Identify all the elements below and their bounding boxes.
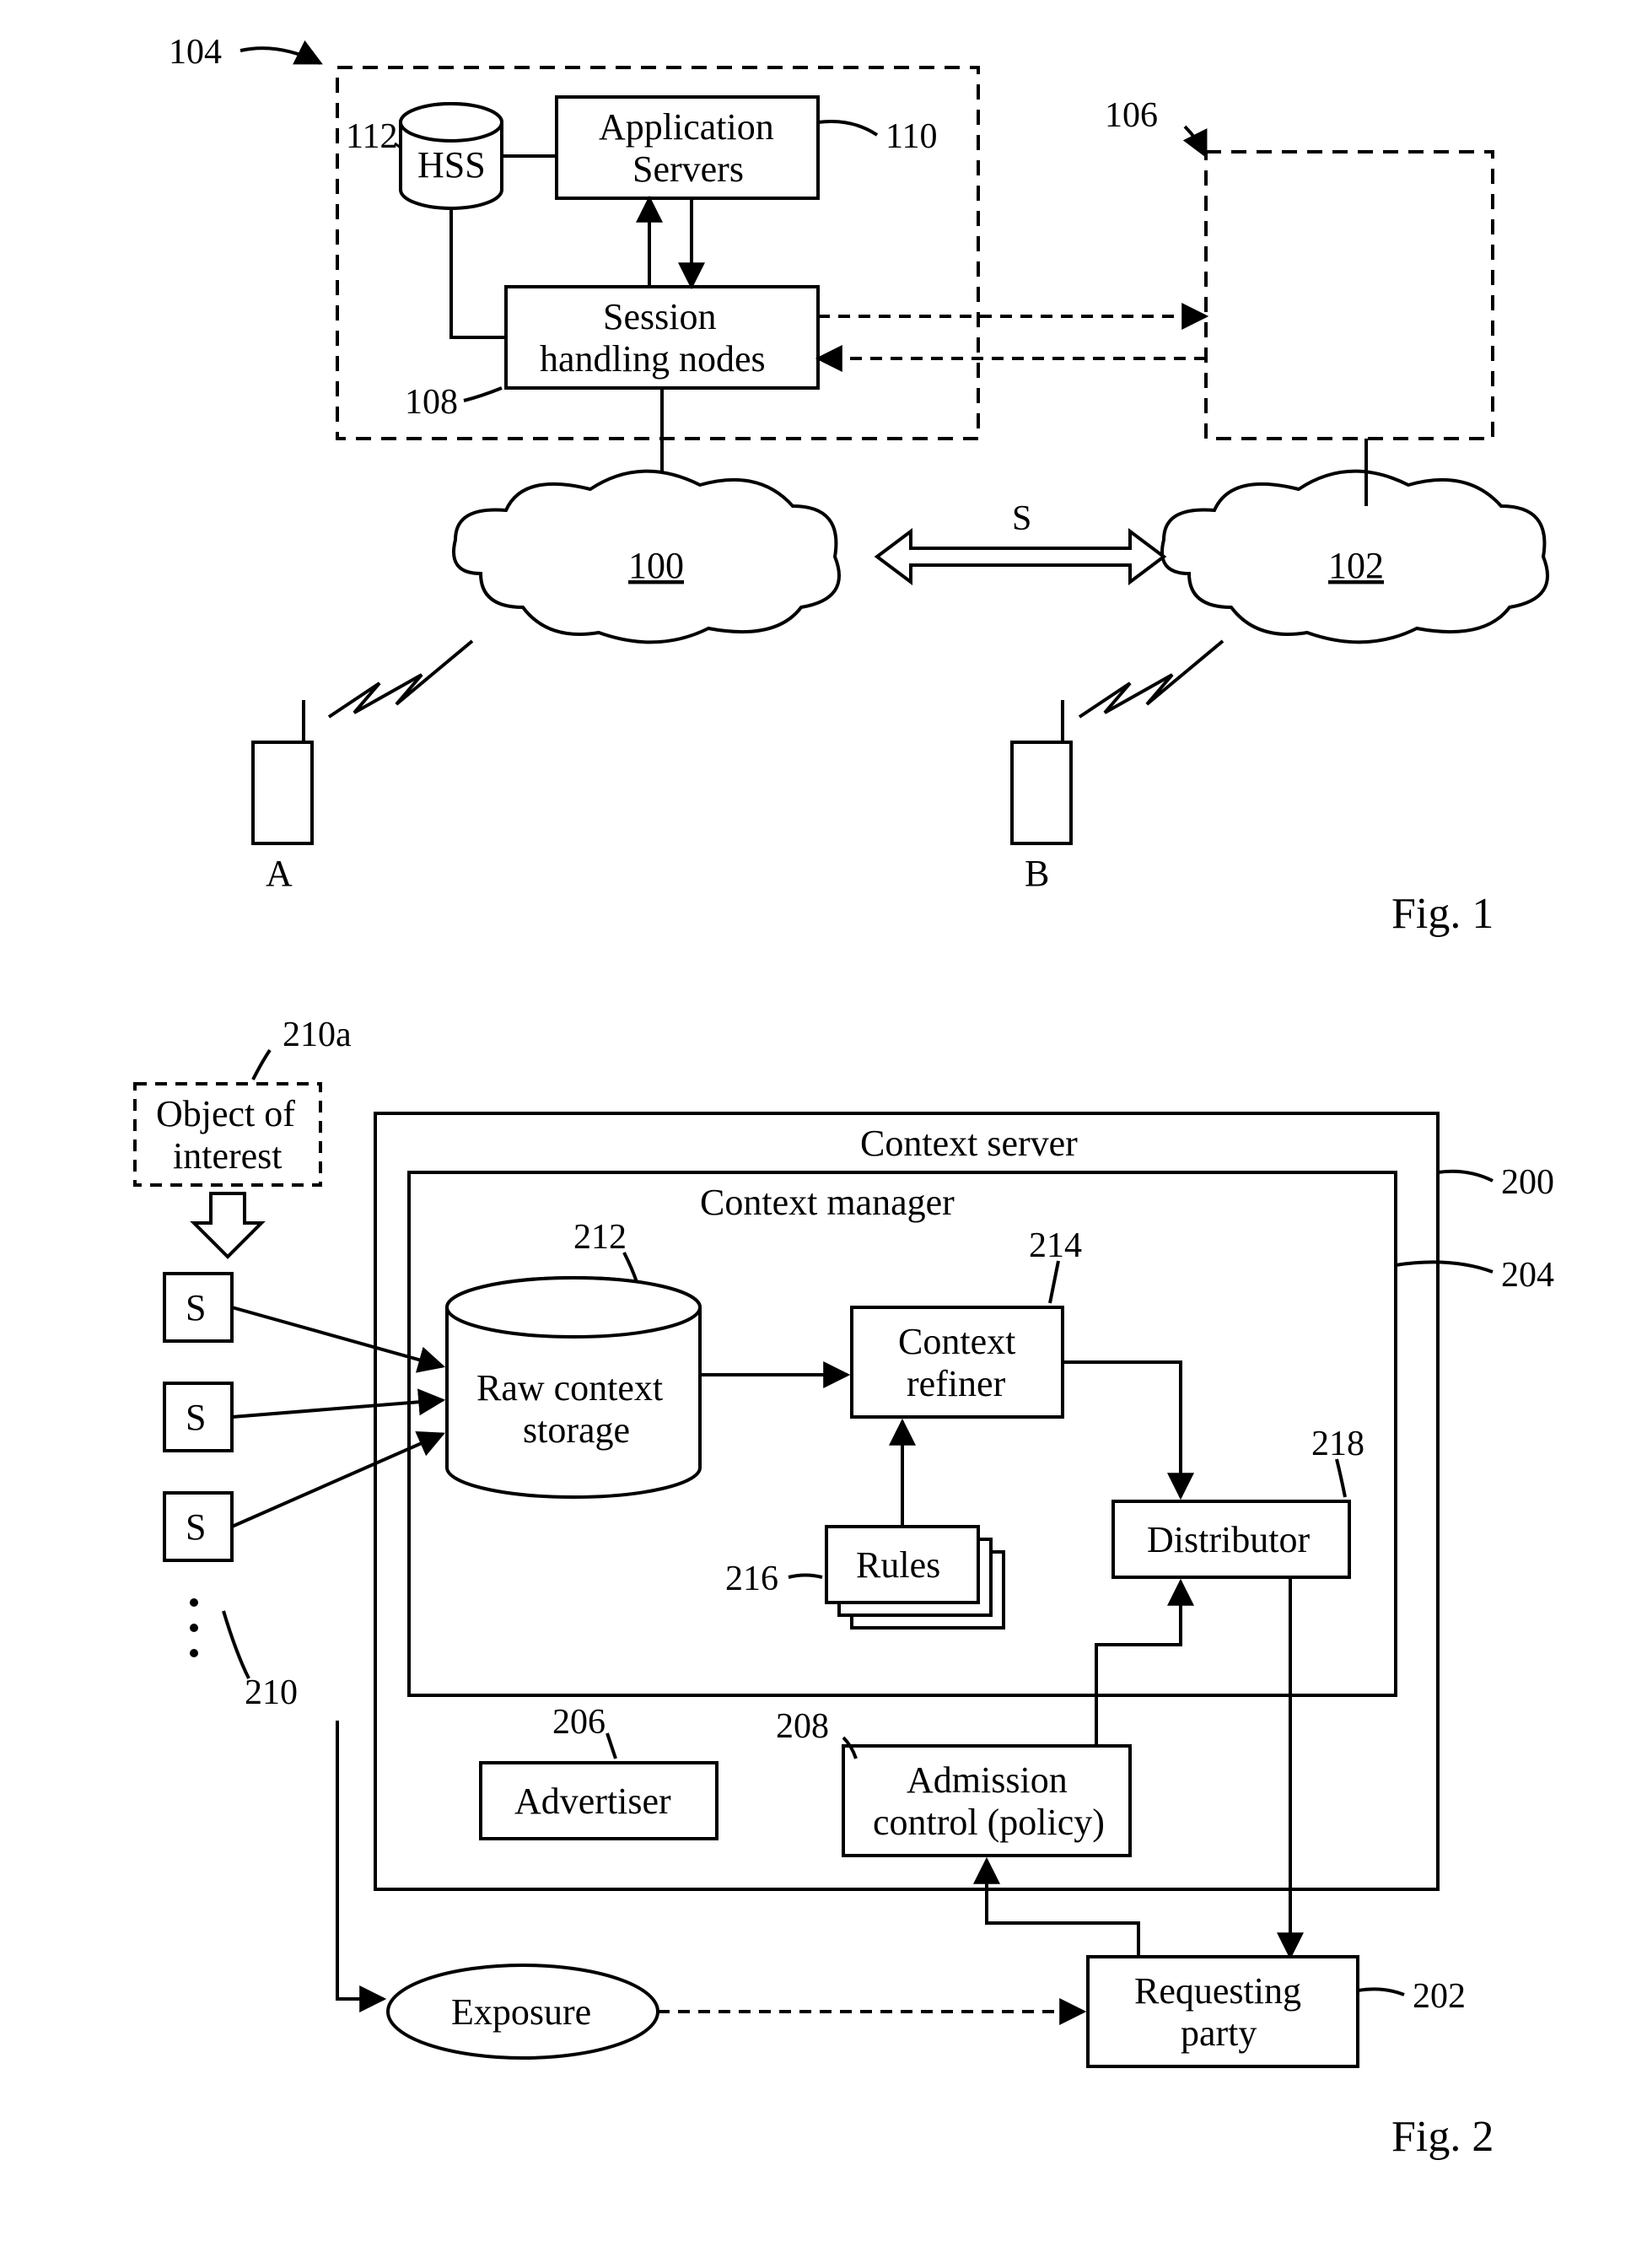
object-line2: interest [173, 1135, 283, 1177]
advertiser-label: Advertiser [514, 1780, 671, 1822]
storage-line1: Raw context [476, 1367, 663, 1409]
fig1-caption: Fig. 1 [1391, 890, 1494, 938]
storage-line2: storage [523, 1409, 630, 1451]
refiner-line1: Context [898, 1321, 1015, 1362]
dashed-box-106 [1206, 152, 1493, 439]
sensor-group-leader [223, 1611, 249, 1678]
distributor-leader [1337, 1459, 1345, 1497]
session-leader [464, 388, 502, 401]
zigzag-a [329, 641, 472, 717]
sensor-1-label: S [186, 1287, 206, 1328]
object-block-arrow [194, 1193, 261, 1257]
hss-cylinder: HSS [401, 104, 502, 208]
cloud-102-label: 102 [1328, 545, 1384, 586]
rules-stack: Rules [826, 1527, 1004, 1628]
s-label: S [1012, 499, 1031, 538]
cloud-102: 102 [1162, 471, 1547, 643]
object-leader [253, 1050, 270, 1080]
requesting-admission-arrow [987, 1860, 1138, 1957]
context-server-label: Context server [860, 1123, 1078, 1164]
label-106-num: 106 [1105, 96, 1158, 135]
app-servers-line2: Servers [632, 148, 744, 190]
cloud-100: 100 [454, 471, 839, 643]
terminal-a: A [253, 700, 312, 894]
terminal-a-label: A [266, 853, 293, 894]
sensor1-arrow [232, 1307, 443, 1366]
sensor3-arrow [232, 1434, 443, 1527]
sensor-3-label: S [186, 1506, 206, 1548]
object-line1: Object of [156, 1093, 295, 1134]
refiner-leader [1050, 1261, 1058, 1303]
ellipsis-dot [190, 1598, 198, 1607]
s-double-arrow: S [877, 499, 1164, 582]
context-server-num: 200 [1501, 1163, 1554, 1202]
hss-num: 112 [346, 117, 397, 156]
label-104-num: 104 [169, 33, 222, 72]
terminal-b-label: B [1025, 853, 1049, 894]
advertiser-leader [607, 1733, 616, 1759]
context-manager-label: Context manager [700, 1182, 955, 1223]
session-line1: Session [603, 296, 716, 337]
zigzag-b [1079, 641, 1223, 717]
sensor-2-label: S [186, 1397, 206, 1438]
object-num: 210a [283, 1015, 352, 1054]
app-servers-leader [818, 121, 877, 135]
storage-cylinder: Raw context storage [447, 1278, 700, 1497]
hss-label: HSS [417, 144, 486, 186]
terminal-b: B [1012, 700, 1071, 894]
label-arrow-106 [1185, 127, 1206, 156]
ellipsis-dot [190, 1649, 198, 1657]
distributor-num: 218 [1311, 1425, 1364, 1463]
sensor2-arrow [232, 1400, 443, 1417]
context-manager-leader [1396, 1262, 1493, 1272]
session-num: 108 [405, 383, 458, 422]
sensor-group-num: 210 [245, 1673, 298, 1712]
requesting-line1: Requesting [1134, 1970, 1301, 2012]
admission-num: 208 [776, 1707, 829, 1746]
advertiser-num: 206 [552, 1703, 606, 1742]
refiner-num: 214 [1029, 1226, 1082, 1265]
distributor-label: Distributor [1147, 1519, 1310, 1560]
requesting-num: 202 [1413, 1977, 1466, 2016]
storage-leader [624, 1253, 637, 1282]
app-servers-line1: Application [599, 106, 774, 148]
cloud-100-label: 100 [628, 545, 684, 586]
refiner-distributor-arrow [1063, 1362, 1181, 1497]
requesting-line2: party [1181, 2012, 1257, 2054]
admission-distributor-arrow [1096, 1581, 1181, 1746]
app-servers-num: 110 [885, 117, 937, 156]
admission-line1: Admission [907, 1759, 1068, 1801]
hss-session-line [451, 208, 506, 337]
refiner-line2: refiner [907, 1363, 1006, 1404]
requesting-leader [1358, 1989, 1404, 1995]
label-arrow-104 [240, 48, 320, 63]
admission-line2: control (policy) [873, 1802, 1105, 1843]
fig2-caption: Fig. 2 [1391, 2113, 1494, 2161]
context-server-leader [1438, 1172, 1493, 1181]
session-line2: handling nodes [540, 338, 766, 380]
ellipsis-dot [190, 1624, 198, 1632]
figure-2: Object of interest 210a S S S 210 Contex… [135, 1015, 1554, 2161]
storage-num: 212 [573, 1218, 627, 1257]
context-manager-num: 204 [1501, 1256, 1554, 1295]
exposure-label: Exposure [451, 1991, 591, 2033]
rules-label: Rules [856, 1544, 940, 1586]
rules-leader [789, 1576, 822, 1578]
rules-num: 216 [725, 1560, 778, 1598]
figure-1: 104 106 HSS 112 Application Servers 110 … [169, 33, 1547, 938]
